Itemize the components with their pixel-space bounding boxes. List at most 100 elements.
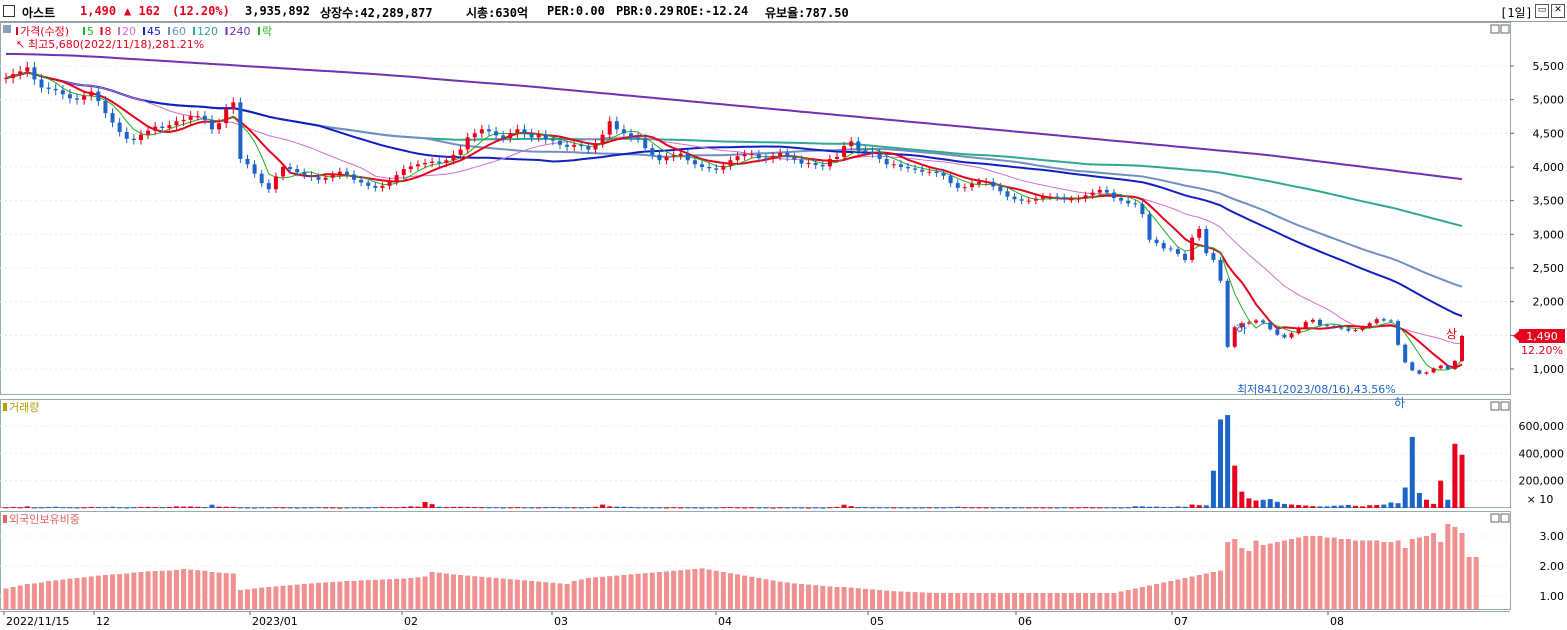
volume-bar — [1104, 507, 1110, 509]
price-tick-label: 4,000 — [1533, 161, 1565, 174]
volume-bar — [458, 506, 464, 508]
stock-name[interactable]: 아스트 — [22, 6, 56, 20]
foreign-ratio-bar — [1111, 593, 1117, 609]
candle-body — [692, 160, 697, 165]
candle-body — [707, 167, 712, 169]
panel-close-icon[interactable] — [1500, 24, 1510, 34]
volume-bar — [24, 506, 30, 508]
candle-body — [742, 154, 747, 157]
volume-bar — [1338, 505, 1344, 508]
price-y-axis: 5,500 5,000 4,500 4,000 3,500 3,000 2,500 2,000… — [1510, 60, 1564, 376]
candle-body — [778, 152, 783, 157]
volume-bars — [3, 415, 1465, 509]
foreign-ratio-bar — [244, 589, 250, 609]
candle-body — [536, 134, 541, 138]
candle-body — [614, 121, 619, 130]
foreign-ratio-bar — [671, 570, 677, 609]
volume-bar — [813, 507, 819, 509]
candle-body — [650, 148, 655, 155]
foreign-ratio-bar — [351, 581, 357, 609]
limit-up-mark: 상 — [1446, 327, 1457, 341]
volume-bar — [585, 507, 591, 509]
foreign-ratio-bar — [401, 578, 407, 609]
candle-body — [1119, 197, 1124, 201]
candle-body — [792, 156, 797, 160]
candle-body — [89, 91, 94, 96]
volume-bar — [1296, 504, 1302, 508]
foreign-ratio-bar — [1381, 542, 1387, 609]
volume-bar — [1083, 507, 1089, 509]
volume-bar — [607, 506, 613, 508]
volume-bar — [159, 507, 165, 509]
foreign-ratio-bar — [394, 578, 400, 609]
foreign-ratio-bar — [997, 593, 1003, 609]
candle-body — [1396, 321, 1401, 345]
foreign-ratio-bar — [514, 579, 520, 609]
legend-item: 5 — [87, 25, 94, 38]
x-tick-label: 12 — [96, 615, 110, 628]
candle-body — [728, 160, 733, 166]
volume-bar — [1345, 504, 1351, 508]
foreign-ratio-bar — [39, 582, 45, 609]
candle-body — [1239, 323, 1244, 328]
foreign-ratio-bar — [1118, 591, 1124, 609]
foreign-ratio-bar — [642, 573, 648, 609]
candle-body — [1175, 249, 1180, 254]
foreign-ratio-bar — [358, 580, 364, 609]
foreign-ratio-bar — [507, 579, 513, 609]
foreign-ratio-bar — [543, 582, 549, 609]
volume-bar — [166, 506, 172, 508]
candle-body — [891, 164, 896, 166]
current-price-tag-text: 1,490 — [1526, 330, 1558, 343]
foreign-restore-icon[interactable] — [1490, 513, 1500, 523]
candle-body — [756, 154, 761, 159]
volume-bar — [387, 507, 393, 509]
candle-body — [685, 153, 690, 161]
foreign-ratio-bar — [607, 576, 613, 609]
volume-bar — [195, 506, 201, 508]
foreign-close-icon[interactable] — [1500, 513, 1510, 523]
close-icon[interactable]: ✕ — [1551, 4, 1565, 18]
candle-body — [479, 129, 484, 134]
volume-restore-icon[interactable] — [1490, 401, 1500, 411]
foreign-ratio-bar — [699, 568, 705, 609]
legend-item: 120 — [197, 25, 218, 38]
candle-body — [344, 171, 349, 175]
foreign-ratio-bar — [330, 581, 336, 609]
foreign-ratio-bar — [742, 575, 748, 609]
candle-body — [1062, 197, 1067, 200]
volume-bar — [216, 506, 222, 508]
candle-body — [557, 140, 562, 145]
foreign-ratio-bar — [1225, 542, 1231, 609]
candle-body — [991, 181, 996, 187]
chart-area[interactable]: 가격(수정) 5 8 20 45 60 120 240 락 최고5,680(2022/11/18… — [0, 22, 1567, 630]
restore-icon[interactable]: ▭ — [1535, 4, 1549, 18]
foreign-ratio-bar — [1260, 545, 1266, 609]
volume-bar — [252, 507, 258, 509]
foreign-ratio-bar — [1075, 593, 1081, 609]
volume-close-icon[interactable] — [1500, 401, 1510, 411]
volume-bar — [1047, 507, 1053, 509]
price-change-pct: (12.20%) — [172, 4, 230, 18]
legend-marker — [258, 27, 260, 35]
volume-bar — [912, 507, 918, 509]
foreign-ratio-bar — [387, 579, 393, 609]
header-checkbox[interactable] — [3, 5, 15, 17]
volume-bar — [181, 506, 187, 508]
volume-bar — [664, 507, 670, 509]
candle-body — [678, 153, 683, 156]
foreign-ratio-bar — [408, 578, 414, 609]
candle-body — [572, 144, 577, 147]
volume-bar — [1061, 507, 1067, 509]
grid-lines — [0, 65, 1510, 597]
foreign-ratio-bar — [259, 587, 265, 609]
foreign-ratio-bar — [1083, 593, 1089, 609]
foreign-ratio-bar — [31, 583, 37, 609]
volume-bar — [1196, 505, 1202, 508]
panel-restore-icon[interactable] — [1490, 24, 1500, 34]
pbr-value: PBR:0.29 — [616, 4, 674, 18]
panel-menu-icon[interactable] — [3, 25, 11, 33]
period-button[interactable]: [1일] — [1500, 6, 1533, 20]
foreign-ratio-bar — [820, 585, 826, 609]
foreign-ratio-bar — [1047, 593, 1053, 609]
